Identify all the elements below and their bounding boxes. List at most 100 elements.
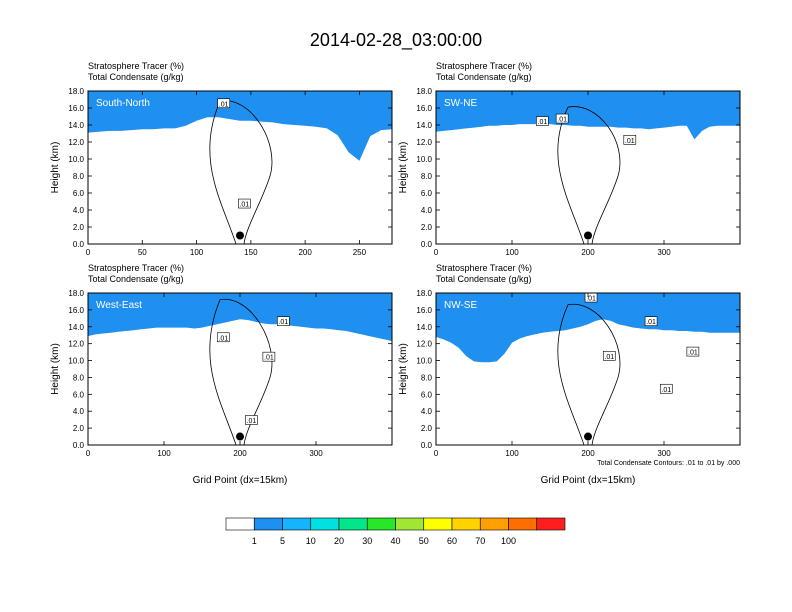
contour-label: .01: [277, 316, 290, 326]
location-marker: [584, 231, 592, 240]
location-marker: [236, 432, 244, 441]
contour-label: .01: [262, 351, 276, 362]
svg-text:.01: .01: [661, 387, 671, 394]
colorbar-swatch: [338, 517, 368, 531]
panel-label: SW-NE: [444, 98, 477, 109]
x-tick-label: 250: [353, 248, 367, 257]
condensate-contour: [209, 298, 273, 445]
contour-label: .01: [686, 346, 700, 357]
panel-label: NW-SE: [444, 300, 477, 311]
y-axis-label: Height (km): [398, 343, 409, 395]
y-tick-label: 2.0: [421, 424, 433, 433]
y-tick-label: 18.0: [68, 87, 84, 96]
colorbar-label: 5: [280, 536, 285, 546]
x-tick-label: 100: [505, 248, 519, 257]
y-tick-label: 16.0: [416, 306, 432, 315]
y-tick-label: 10.0: [68, 155, 84, 164]
y-tick-label: 6.0: [73, 390, 85, 399]
y-tick-label: 4.0: [73, 407, 85, 416]
y-tick-label: 0.0: [421, 441, 433, 450]
panel-frame: [87, 90, 393, 245]
panel-label: South-North: [96, 98, 150, 109]
contour-label: .01: [659, 383, 673, 394]
x-tick-label: 300: [309, 449, 323, 458]
y-tick-label: 0.0: [421, 240, 433, 249]
colorbar-label: 40: [390, 536, 400, 546]
y-tick-label: 14.0: [68, 323, 84, 332]
colorbar-swatch: [310, 517, 340, 531]
x-axis-label: Grid Point (dx=15km): [193, 475, 288, 486]
tracer-band-10: [436, 91, 740, 140]
svg-text:.01: .01: [604, 354, 614, 361]
panel-1: Stratosphere Tracer (%)Total Condensate …: [50, 61, 393, 257]
panel-title-condensate: Total Condensate (g/kg): [88, 72, 184, 82]
y-tick-label: 10.0: [416, 155, 432, 164]
x-tick-label: 0: [434, 248, 439, 257]
condensate-contour: [209, 100, 273, 244]
contour-label: .01: [602, 351, 616, 361]
x-tick-label: 0: [86, 248, 91, 257]
x-tick-label: 150: [244, 248, 258, 257]
panel-title-condensate: Total Condensate (g/kg): [88, 274, 184, 284]
tracer-band-10: [436, 293, 740, 363]
panel-title-tracer: Stratosphere Tracer (%): [436, 61, 532, 71]
x-tick-label: 0: [86, 449, 91, 458]
svg-text:.01: .01: [219, 101, 229, 108]
x-tick-label: 200: [581, 248, 595, 257]
y-tick-label: 12.0: [68, 340, 84, 349]
contour-label: .01: [623, 135, 637, 145]
colorbar: 1 5 10 20 30 40 50 60 70 100: [225, 517, 566, 546]
tracer-field: [88, 293, 392, 445]
y-axis-label: Height (km): [50, 343, 61, 395]
colorbar-label: 20: [334, 536, 344, 546]
panel-3: Stratosphere Tracer (%)Total Condensate …: [50, 263, 393, 486]
contour-label: .01: [238, 198, 251, 209]
colorbar-swatch: [282, 517, 312, 531]
x-tick-label: 200: [233, 449, 247, 458]
y-tick-label: 16.0: [68, 104, 84, 113]
x-tick-label: 50: [138, 248, 147, 257]
x-axis-label: Grid Point (dx=15km): [541, 475, 636, 486]
colorbar-swatch: [253, 517, 283, 531]
y-tick-label: 10.0: [68, 357, 84, 366]
svg-text:.01: .01: [538, 119, 548, 126]
y-tick-label: 8.0: [73, 172, 85, 181]
tracer-field: [436, 91, 740, 244]
colorbar-label: 1: [252, 536, 257, 546]
svg-text:.01: .01: [239, 202, 249, 209]
y-tick-label: 6.0: [421, 390, 433, 399]
panel-4: Stratosphere Tracer (%)Total Condensate …: [398, 263, 741, 486]
y-tick-label: 8.0: [421, 373, 433, 382]
panel-title-condensate: Total Condensate (g/kg): [436, 274, 532, 284]
contour-label: .01: [536, 116, 549, 126]
y-tick-label: 18.0: [68, 289, 84, 298]
y-tick-label: 12.0: [416, 138, 432, 147]
svg-text:.01: .01: [646, 319, 656, 326]
svg-text:.01: .01: [218, 335, 228, 342]
contour-label: .01: [245, 415, 258, 425]
y-tick-label: 16.0: [416, 104, 432, 113]
colorbar-label: 100: [501, 536, 516, 546]
x-tick-label: 100: [190, 248, 204, 257]
tracer-band-10: [88, 91, 392, 161]
x-tick-label: 200: [581, 449, 595, 458]
svg-text:.01: .01: [586, 296, 596, 303]
tracer-field: [88, 91, 392, 244]
x-tick-label: 100: [157, 449, 171, 458]
y-tick-label: 2.0: [421, 223, 433, 232]
condensate-contour: [557, 106, 621, 244]
tracer-band-10: [88, 293, 392, 342]
tracer-field: [436, 293, 740, 445]
contour-label: .01: [555, 113, 569, 124]
y-tick-label: 6.0: [421, 189, 433, 198]
y-tick-label: 4.0: [421, 407, 433, 416]
colorbar-swatch: [536, 517, 566, 531]
colorbar-swatch: [451, 517, 481, 531]
colorbar-swatch: [366, 517, 396, 531]
x-tick-label: 100: [505, 449, 519, 458]
svg-text:.01: .01: [247, 418, 257, 425]
location-marker: [236, 231, 244, 240]
y-tick-label: 6.0: [73, 189, 85, 198]
contour-label: .01: [217, 98, 231, 108]
